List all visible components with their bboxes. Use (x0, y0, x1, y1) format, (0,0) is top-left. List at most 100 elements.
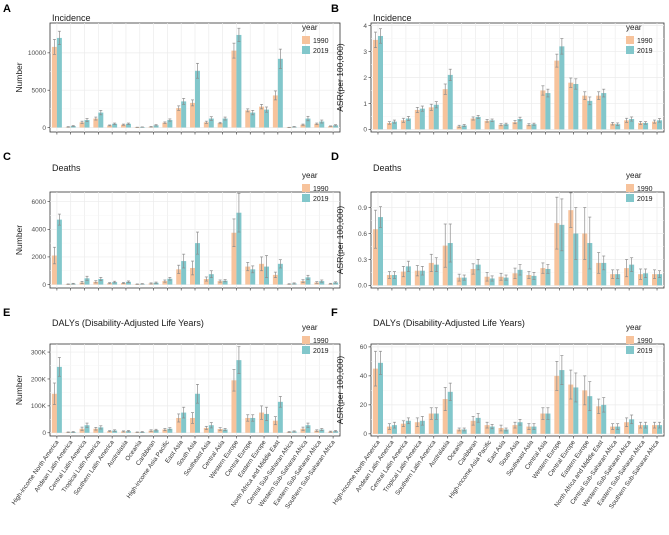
bar-2019 (601, 93, 607, 130)
bar-1990 (414, 422, 420, 434)
legend-title: year (626, 323, 642, 332)
bar-2019 (461, 277, 467, 286)
panel-a: A Incidence 0 5000 10000 Number year 1990 2019 (3, 3, 341, 135)
bar-2019 (475, 264, 481, 286)
legend-label: 2019 (313, 348, 329, 355)
bar-1990 (456, 429, 462, 434)
bar-2019 (377, 362, 383, 434)
legend-swatch (626, 46, 634, 54)
bar-1990 (176, 417, 182, 433)
bar-1990 (624, 422, 630, 434)
bar-2019 (573, 83, 579, 130)
bar-2019 (433, 104, 439, 130)
bar-1990 (259, 106, 265, 128)
bar-1990 (231, 380, 237, 433)
bar-1990 (540, 413, 546, 434)
bar-1990 (176, 108, 182, 128)
bar-2019 (222, 429, 228, 433)
bar-2019 (84, 120, 90, 128)
bar-1990 (442, 89, 448, 130)
bar-2019 (250, 269, 256, 285)
bar-2019 (167, 428, 173, 433)
bar-1990 (190, 102, 195, 128)
bar-2019 (319, 429, 325, 433)
bar-1990 (51, 46, 57, 128)
bar-1990 (79, 122, 85, 128)
bar-1990 (400, 423, 406, 434)
panel-b: B Incidence 0 1 2 3 4 ASR(per 100,000) year 1990 2… (331, 3, 665, 135)
bar-1990 (610, 123, 616, 130)
bar-2019 (503, 277, 509, 286)
bar-1990 (217, 429, 223, 433)
bar-1990 (512, 425, 518, 434)
y-axis-label: Number (14, 62, 24, 92)
bar-2019 (419, 270, 425, 286)
y-tick-label: 10000 (28, 50, 46, 57)
legend: year 1990 2019 (302, 171, 329, 203)
bar-2019 (222, 118, 228, 128)
y-tick-label: 300K (31, 349, 47, 356)
bar-2019 (531, 426, 537, 434)
bar-2019 (419, 108, 425, 130)
bar-2019 (195, 393, 200, 433)
bar-2019 (489, 278, 495, 286)
legend: year 1990 2019 (302, 323, 329, 355)
bar-1990 (428, 107, 434, 130)
bar-1990 (414, 270, 420, 286)
y-tick-label: 6000 (32, 199, 47, 206)
bar-2019 (391, 275, 397, 286)
bar-2019 (236, 34, 242, 128)
bar-2019 (153, 125, 159, 128)
bar-1990 (512, 122, 518, 130)
bar-1990 (372, 368, 378, 434)
bar-1990 (498, 124, 504, 130)
bar-2019 (222, 280, 228, 285)
bar-2019 (433, 413, 439, 434)
bar-2019 (503, 124, 509, 130)
bar-1990 (652, 121, 658, 130)
legend-title: year (626, 171, 642, 180)
legend: year 1990 2019 (626, 171, 653, 203)
bar-1990 (554, 375, 560, 434)
legend-label: 1990 (637, 338, 653, 345)
bar-1990 (120, 124, 126, 128)
bar-2019 (447, 243, 453, 286)
bar-2019 (277, 401, 283, 433)
legend-swatch (302, 194, 310, 202)
bar-2019 (236, 360, 242, 433)
bar-1990 (428, 413, 434, 434)
y-axis-label: Number (14, 225, 24, 255)
bar-2019 (447, 391, 453, 434)
bar-1990 (272, 420, 278, 433)
legend-swatch (626, 194, 634, 202)
bar-1990 (652, 274, 658, 286)
bar-1990 (414, 109, 420, 130)
bar-2019 (615, 274, 621, 286)
legend: year 1990 2019 (302, 23, 329, 55)
legend-label: 1990 (313, 186, 329, 193)
bar-1990 (610, 426, 616, 434)
y-tick-label: 3 (363, 49, 367, 56)
bar-1990 (259, 412, 265, 433)
panel-letter: D (331, 151, 339, 163)
bar-2019 (84, 425, 90, 433)
bar-1990 (203, 279, 209, 285)
bar-2019 (98, 427, 104, 433)
bar-2019 (489, 426, 495, 434)
bar-2019 (601, 404, 607, 434)
legend-label: 1990 (313, 38, 329, 45)
bar-1990 (428, 262, 434, 286)
legend-label: 2019 (637, 196, 653, 203)
bar-2019 (319, 281, 325, 285)
bar-2019 (264, 109, 270, 128)
bar-2019 (643, 273, 649, 286)
bar-1990 (470, 118, 476, 130)
y-tick-label: 1 (363, 101, 367, 108)
panel-title: DALYs (Disability-Adjusted Life Years) (373, 318, 525, 328)
bar-2019 (391, 425, 397, 434)
bar-1990 (231, 232, 237, 285)
bar-2019 (98, 112, 104, 128)
bar-1990 (386, 122, 392, 130)
panel-title: Deaths (373, 163, 402, 173)
